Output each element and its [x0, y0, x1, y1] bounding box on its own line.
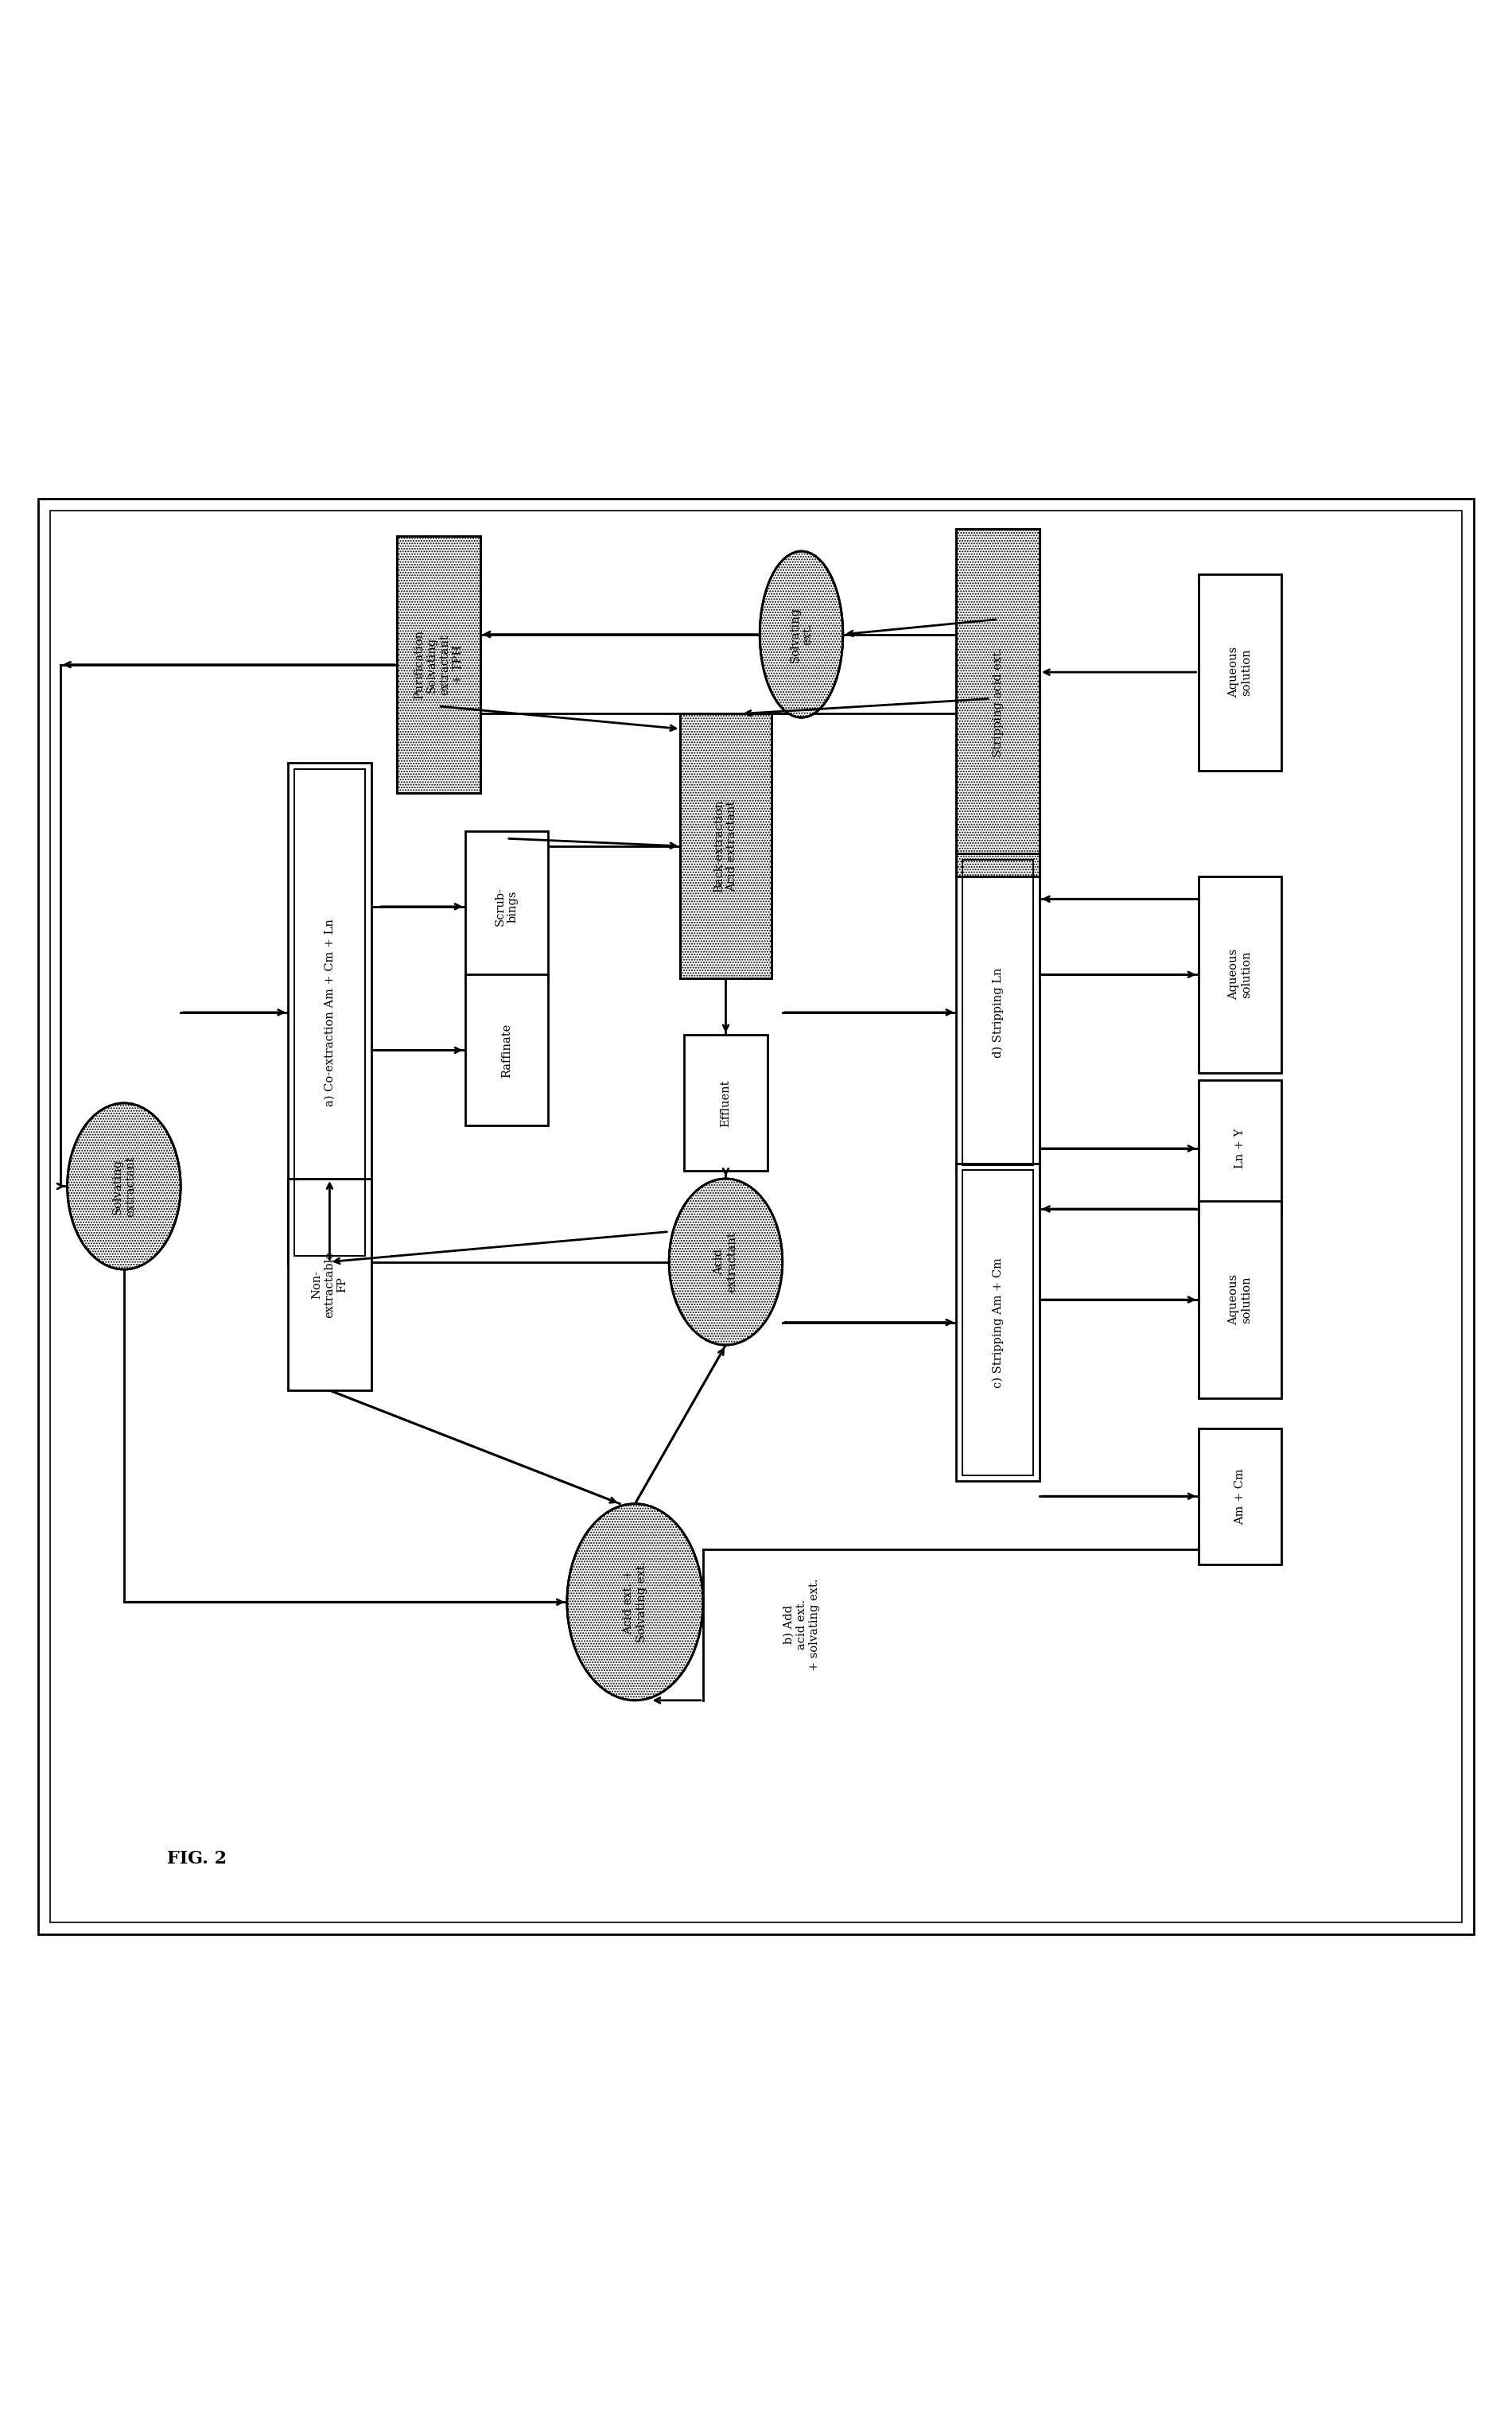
Bar	[957, 528, 1040, 876]
Text: FIG. 2: FIG. 2	[166, 1852, 227, 1869]
Ellipse shape	[668, 1178, 783, 1345]
Bar	[963, 859, 1034, 1165]
Text: Aqueous
solution: Aqueous solution	[1228, 949, 1252, 1000]
Bar	[293, 769, 366, 1255]
Ellipse shape	[68, 1102, 181, 1270]
Text: a) Co-extraction Am + Cm + Ln: a) Co-extraction Am + Cm + Ln	[324, 920, 336, 1107]
Text: Raffinate: Raffinate	[500, 1022, 513, 1078]
Bar	[396, 535, 479, 793]
Text: Aqueous
solution: Aqueous solution	[1228, 647, 1252, 698]
Ellipse shape	[761, 552, 844, 718]
Bar	[957, 528, 1040, 876]
Bar	[963, 1170, 1034, 1474]
Text: Effluent: Effluent	[720, 1080, 732, 1126]
Bar	[680, 713, 771, 978]
Text: Back-extraction
Acid extractant: Back-extraction Acid extractant	[714, 800, 738, 893]
Bar	[287, 1178, 372, 1389]
Text: Scrub-
bings: Scrub- bings	[494, 888, 519, 927]
Text: Aqueous
solution: Aqueous solution	[1228, 1275, 1252, 1326]
Text: c) Stripping Am + Cm: c) Stripping Am + Cm	[992, 1258, 1004, 1387]
Bar	[396, 535, 479, 793]
Bar	[396, 535, 479, 793]
Bar	[466, 832, 547, 983]
Bar	[1198, 876, 1282, 1073]
Bar	[1198, 1080, 1282, 1216]
Bar	[680, 713, 771, 978]
Text: d) Stripping Ln: d) Stripping Ln	[992, 968, 1004, 1058]
Text: b) Add
acid ext.
+ solvating ext.: b) Add acid ext. + solvating ext.	[783, 1579, 820, 1671]
Text: Acid ext. +
Solvating ext.: Acid ext. + Solvating ext.	[623, 1562, 647, 1642]
Bar	[1198, 1202, 1282, 1399]
Bar	[957, 1163, 1040, 1482]
Bar	[466, 976, 547, 1126]
Text: Ln + Y: Ln + Y	[1234, 1129, 1246, 1168]
Text: Purification
Solvating
extractant
+ TPH: Purification Solvating extractant + TPH	[414, 630, 463, 698]
Text: Solvating
extractant: Solvating extractant	[112, 1156, 136, 1216]
Text: Non-
extractable
FP: Non- extractable FP	[311, 1251, 348, 1319]
Bar	[683, 1034, 767, 1170]
Bar	[680, 713, 771, 978]
Ellipse shape	[567, 1504, 703, 1701]
Text: Stripping acid ext.: Stripping acid ext.	[992, 647, 1004, 757]
Bar	[957, 528, 1040, 876]
Bar	[1198, 1428, 1282, 1564]
Text: Solvating
ext.: Solvating ext.	[789, 606, 813, 662]
Text: Acid
extractant: Acid extractant	[714, 1231, 738, 1292]
Bar	[1198, 574, 1282, 771]
Bar	[957, 854, 1040, 1170]
Text: Am + Cm: Am + Cm	[1234, 1467, 1246, 1525]
Bar	[287, 764, 372, 1263]
